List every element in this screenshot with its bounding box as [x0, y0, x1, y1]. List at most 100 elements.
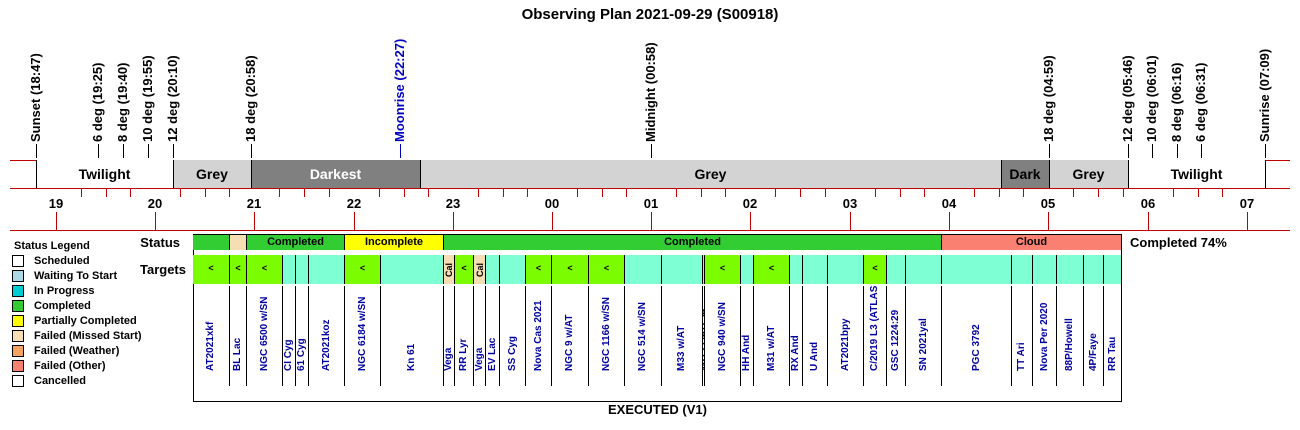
- quarter-tick: [825, 189, 826, 197]
- hour-label: 02: [742, 196, 758, 211]
- hour-tick: [354, 212, 355, 230]
- quarter-tick: [179, 189, 181, 197]
- target-cell: [1104, 255, 1122, 284]
- event-tick: [98, 144, 99, 158]
- target-name: NGC 940 w/SN: [716, 302, 728, 371]
- quarter-tick: [626, 189, 628, 197]
- quarter-tick: [378, 189, 380, 197]
- quarter-tick: [229, 189, 231, 197]
- event-tick: [123, 144, 124, 158]
- quarter-tick: [304, 189, 305, 197]
- target-name: GSC 1224:29: [890, 309, 901, 371]
- quarter-tick: [1073, 189, 1074, 197]
- quarter-tick: [130, 189, 132, 197]
- target-name-cell: Vega: [444, 286, 455, 386]
- sky-band: Darkest: [251, 160, 420, 189]
- hour-label: 04: [941, 196, 957, 211]
- target-name-cell: AT2021koz: [309, 286, 345, 386]
- target-cell: <: [455, 255, 474, 284]
- targets-row-label: Targets: [140, 262, 186, 277]
- target-name-cell: NGC 940 w/SN: [705, 286, 741, 386]
- event-label: 12 deg (20:10): [165, 55, 180, 142]
- quarter-tick: [428, 189, 430, 197]
- target-cell: [942, 255, 1012, 284]
- legend-swatch: [12, 300, 24, 312]
- status-segment: [193, 235, 230, 250]
- target-name-cell: HH And: [741, 286, 754, 386]
- event-label: Sunset (18:47): [28, 53, 43, 142]
- target-name: NGC 6500 w/SN: [258, 296, 270, 371]
- legend-label: Completed: [34, 300, 91, 312]
- target-cell: <: [345, 255, 381, 284]
- target-name: Vega: [444, 347, 454, 371]
- sky-band: Grey: [173, 160, 251, 189]
- quarter-tick: [204, 189, 206, 197]
- target-name: HH And: [741, 334, 752, 371]
- sky-band: Dark: [1001, 160, 1049, 189]
- target-name: C/2019 L3 (ATLAS): [869, 286, 880, 371]
- quarter-tick: [725, 189, 727, 197]
- event-tick: [173, 144, 174, 158]
- event-label: 10 deg (19:55): [140, 55, 155, 142]
- target-name-cell: SN 2021yal: [906, 286, 942, 386]
- quarter-tick: [279, 189, 280, 197]
- legend-swatch: [12, 285, 24, 297]
- event-tick: [400, 144, 401, 158]
- target-cell: Cal: [474, 255, 486, 284]
- target-name-cell: NGC 1166 w/SN: [589, 286, 625, 386]
- target-cell: <: [589, 255, 625, 284]
- band-bottom-line: [10, 188, 1290, 189]
- quarter-tick: [700, 189, 702, 197]
- target-marker: <: [567, 263, 573, 273]
- target-name-cell: NGC 6184 w/SN: [345, 286, 381, 386]
- quarter-tick: [105, 189, 107, 197]
- target-name: AT2021koz: [320, 319, 332, 371]
- event-tick: [1049, 144, 1050, 158]
- target-name: RR Tau: [1106, 336, 1118, 371]
- target-name-cell: SS Cyg: [500, 286, 526, 386]
- target-marker: <: [261, 263, 268, 273]
- hour-label: 20: [147, 196, 163, 211]
- band-divider: [1128, 160, 1129, 189]
- target-marker: Cal: [474, 262, 485, 277]
- event-label: 6 deg (19:25): [90, 62, 105, 142]
- legend-item: Partially Completed: [12, 315, 137, 329]
- band-divider: [1265, 160, 1266, 189]
- target-name: PGC 3792: [970, 324, 982, 371]
- legend-swatch: [12, 345, 24, 357]
- event-label: Moonrise (22:27): [392, 38, 407, 142]
- status-segment: [230, 235, 247, 250]
- sky-band: Twilight: [1128, 160, 1265, 189]
- target-name: NGC 1166 w/SN: [600, 297, 612, 371]
- target-name-cell: U And: [803, 286, 828, 386]
- target-name: Vega: [474, 347, 485, 371]
- target-marker: <: [359, 263, 366, 273]
- target-cell: [283, 255, 296, 284]
- hour-label: 22: [346, 196, 362, 211]
- quarter-tick: [601, 189, 603, 197]
- target-name-cell: PGC 3792: [942, 286, 1012, 386]
- target-cell: [486, 255, 500, 284]
- target-name-cell: GSC 1224:29: [887, 286, 906, 386]
- quarter-tick: [1197, 189, 1199, 197]
- quarter-tick: [1222, 189, 1224, 197]
- quarter-tick: [899, 189, 901, 197]
- target-name: Nova Per 2020: [1038, 302, 1050, 371]
- target-name: TT Ari: [1016, 342, 1027, 371]
- hour-tick: [850, 212, 851, 230]
- event-label: 12 deg (05:46): [1120, 55, 1135, 142]
- event-tick: [1265, 144, 1266, 158]
- quarter-tick: [329, 189, 330, 197]
- legend-item: Completed: [12, 300, 91, 314]
- target-name-cell: Nova Per 2020: [1033, 286, 1057, 386]
- band-divider: [420, 160, 421, 189]
- status-segment: Incomplete: [345, 235, 444, 250]
- hour-tick: [155, 212, 156, 230]
- hour-tick: [750, 212, 751, 230]
- target-cell: [309, 255, 345, 284]
- target-name-cell: 61 Cyg: [296, 286, 309, 386]
- hour-tick: [949, 212, 950, 230]
- status-row-label: Status: [140, 235, 180, 250]
- legend-swatch: [12, 330, 24, 342]
- target-name-cell: CI Cyg: [283, 286, 296, 386]
